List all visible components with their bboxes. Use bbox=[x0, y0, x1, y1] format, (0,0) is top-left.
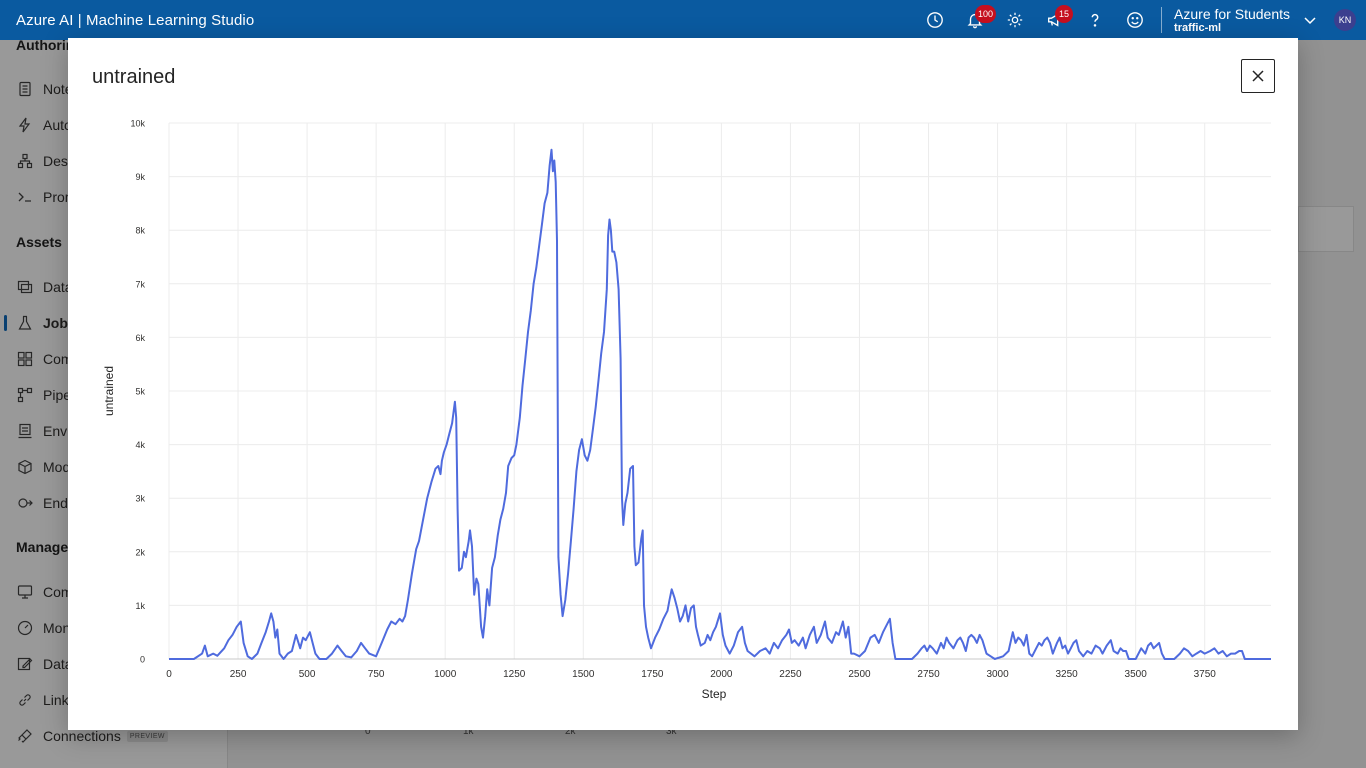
y-tick-label: 4k bbox=[135, 440, 145, 450]
x-tick-label: 2000 bbox=[710, 669, 733, 680]
x-tick-label: 500 bbox=[299, 669, 316, 680]
background-card bbox=[1298, 206, 1354, 252]
settings-gear-icon[interactable] bbox=[995, 0, 1035, 40]
subscription-name: Azure for Students bbox=[1174, 5, 1290, 22]
y-tick-label: 5k bbox=[135, 387, 145, 397]
sidebar-item-data[interactable]: Data bbox=[0, 272, 228, 302]
x-tick-label: 3250 bbox=[1055, 669, 1078, 680]
y-tick-label: 10k bbox=[130, 119, 145, 129]
monitor-icon bbox=[16, 619, 34, 637]
x-tick-label: 1750 bbox=[641, 669, 664, 680]
sidebar-item-label: Data bbox=[43, 279, 73, 295]
close-icon bbox=[1252, 70, 1264, 82]
designer-icon bbox=[16, 152, 34, 170]
x-tick-label: 3000 bbox=[986, 669, 1009, 680]
sidebar-item-label: Jobs bbox=[43, 315, 76, 331]
notifications-bell-icon[interactable]: 100 bbox=[955, 0, 997, 40]
notifications-badge: 100 bbox=[975, 5, 997, 23]
link-icon bbox=[16, 691, 34, 709]
compute-icon bbox=[16, 583, 34, 601]
top-bar-actions: 100 15 Azure for Students traffic-ml KN bbox=[915, 0, 1366, 40]
model-cube-icon bbox=[16, 458, 34, 476]
y-tick-label: 2k bbox=[135, 547, 145, 557]
chevron-down-icon[interactable] bbox=[1302, 12, 1318, 28]
help-question-icon[interactable] bbox=[1075, 0, 1115, 40]
x-tick-label: 3750 bbox=[1194, 669, 1217, 680]
y-tick-label: 3k bbox=[135, 494, 145, 504]
lightning-icon bbox=[16, 116, 34, 134]
background-axis-tick: 1k bbox=[463, 726, 474, 737]
environment-icon bbox=[16, 422, 34, 440]
series-line bbox=[169, 148, 1271, 660]
data-icon bbox=[16, 278, 34, 296]
feedback-smiley-icon[interactable] bbox=[1115, 0, 1155, 40]
preview-badge: PREVIEW bbox=[126, 730, 168, 742]
x-tick-label: 3500 bbox=[1125, 669, 1148, 680]
sidebar-section-manage: Manage bbox=[16, 539, 69, 555]
labeling-icon bbox=[16, 655, 34, 673]
x-tick-label: 1000 bbox=[434, 669, 457, 680]
sidebar-section-assets: Assets bbox=[16, 234, 62, 250]
background-axis-tick: 2k bbox=[565, 726, 576, 737]
pipeline-icon bbox=[16, 386, 34, 404]
top-bar: Azure AI | Machine Learning Studio 100 1… bbox=[0, 0, 1366, 40]
x-tick-label: 2750 bbox=[917, 669, 940, 680]
y-tick-label: 8k bbox=[135, 226, 145, 236]
announcements-megaphone-icon[interactable]: 15 bbox=[1035, 0, 1075, 40]
notebook-icon bbox=[16, 80, 34, 98]
x-tick-label: 2250 bbox=[779, 669, 802, 680]
sidebar-item-jobs[interactable]: Jobs bbox=[0, 308, 228, 338]
announcements-badge: 15 bbox=[1055, 5, 1074, 23]
sidebar-item-connections[interactable]: Connections PREVIEW bbox=[0, 721, 228, 751]
app-title[interactable]: Azure AI | Machine Learning Studio bbox=[16, 11, 255, 29]
y-axis-title: untrained bbox=[102, 366, 116, 416]
chart-dialog: untrained 0 250 500 750 1000 1250 1500 1750 2000… bbox=[68, 38, 1298, 730]
sidebar-section-authoring: Authoring bbox=[16, 37, 83, 53]
y-tick-label: 7k bbox=[135, 279, 145, 289]
avatar[interactable]: KN bbox=[1334, 9, 1356, 31]
close-button[interactable] bbox=[1241, 59, 1275, 93]
prompt-icon bbox=[16, 188, 34, 206]
x-tick-label: 0 bbox=[166, 669, 172, 680]
recent-clock-icon[interactable] bbox=[915, 0, 955, 40]
x-tick-label: 1250 bbox=[503, 669, 526, 680]
background-axis-tick: 0 bbox=[365, 726, 371, 737]
x-axis-title: Step bbox=[702, 687, 727, 701]
y-tick-label: 6k bbox=[135, 333, 145, 343]
x-tick-label: 1500 bbox=[572, 669, 595, 680]
y-tick-label: 9k bbox=[135, 172, 145, 182]
flask-icon bbox=[16, 314, 34, 332]
dialog-title: untrained bbox=[92, 66, 176, 88]
x-tick-label: 2500 bbox=[848, 669, 871, 680]
top-bar-divider bbox=[1161, 7, 1163, 33]
sidebar-item-label: Connections bbox=[43, 728, 121, 744]
x-tick-label: 250 bbox=[230, 669, 247, 680]
account-switcher[interactable]: Azure for Students traffic-ml bbox=[1174, 6, 1290, 35]
workspace-name: traffic-ml bbox=[1174, 21, 1222, 34]
y-tick-label: 0 bbox=[140, 655, 145, 665]
y-tick-label: 1k bbox=[135, 601, 145, 611]
endpoint-icon bbox=[16, 494, 34, 512]
components-icon bbox=[16, 350, 34, 368]
plug-icon bbox=[16, 727, 34, 745]
metric-line-chart[interactable]: 0 250 500 750 1000 1250 1500 1750 2000 2250 2500 27… bbox=[68, 38, 1298, 730]
background-axis-tick: 3k bbox=[666, 726, 677, 737]
x-tick-label: 750 bbox=[368, 669, 385, 680]
